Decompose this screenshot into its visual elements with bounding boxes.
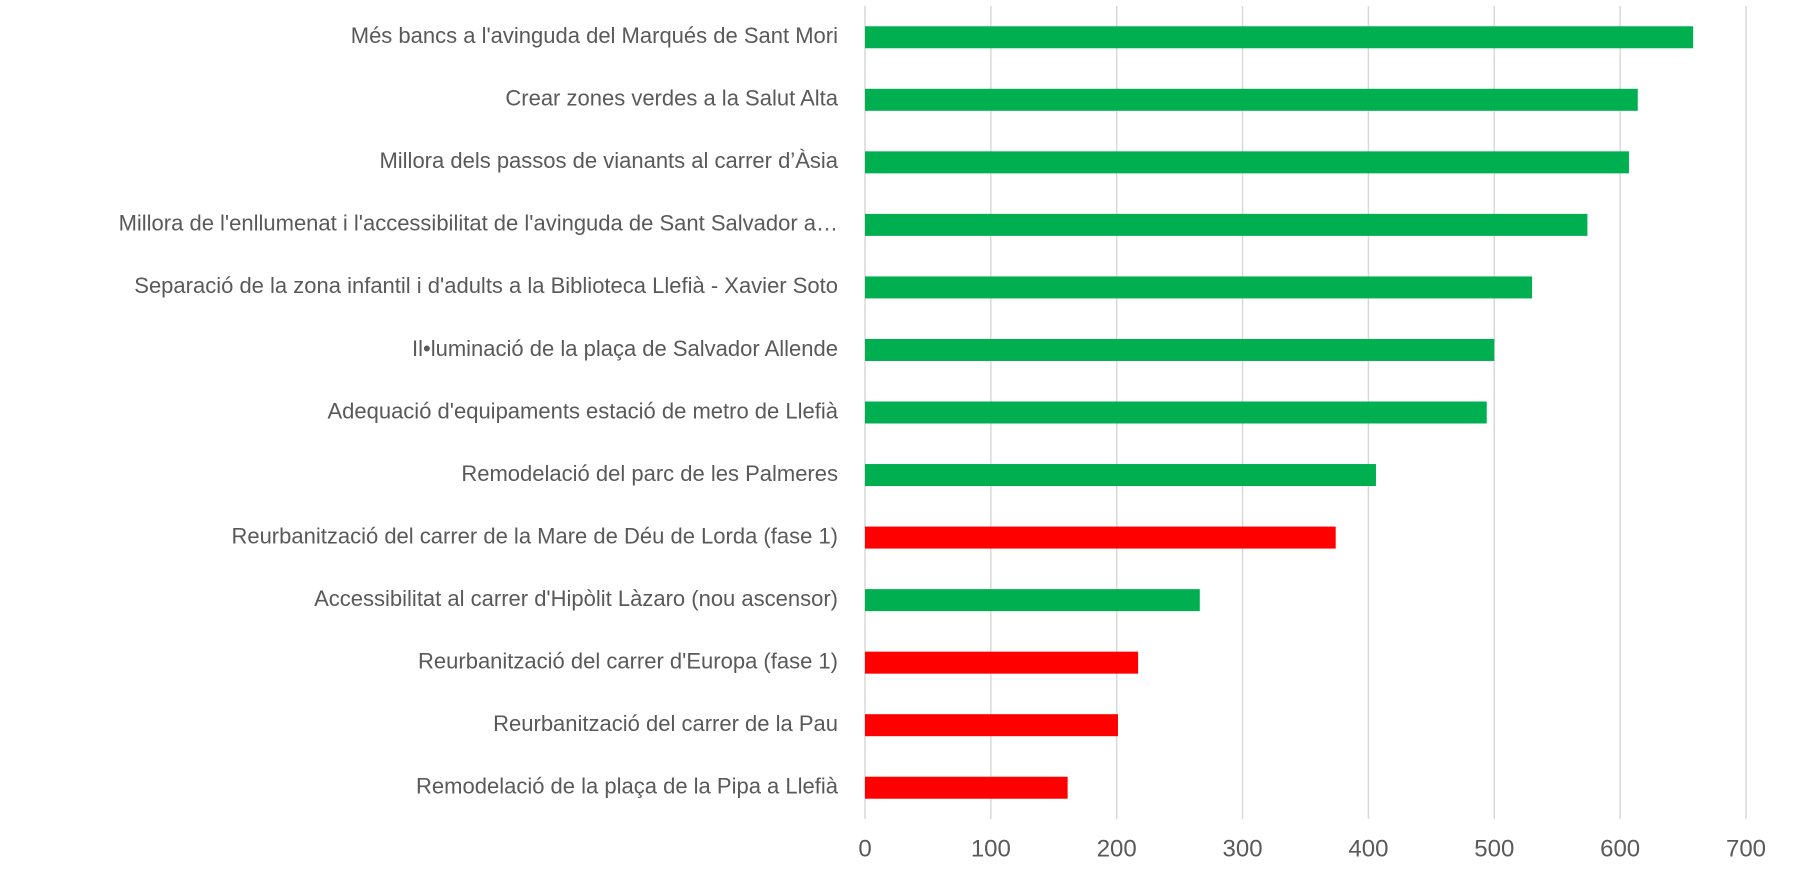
bar — [865, 589, 1200, 612]
y-tick-label: Reurbanització del carrer d'Europa (fase… — [418, 648, 838, 673]
y-tick-label: Reurbanització del carrer de la Pau — [493, 711, 838, 736]
x-tick-label: 700 — [1726, 835, 1766, 862]
y-tick-label: Millora dels passos de vianants al carre… — [379, 148, 838, 173]
x-tick-label: 0 — [858, 835, 871, 862]
bar — [865, 651, 1139, 674]
y-tick-label: Remodelació de la plaça de la Pipa a Lle… — [416, 774, 839, 799]
bar — [865, 213, 1588, 236]
bar — [865, 526, 1336, 549]
bar — [865, 401, 1487, 424]
bar — [865, 276, 1533, 299]
y-tick-label: Millora de l'enllumenat i l'accessibilit… — [119, 211, 838, 236]
bar — [865, 338, 1495, 361]
x-tick-label: 600 — [1600, 835, 1640, 862]
bar — [865, 88, 1638, 111]
x-tick-label: 300 — [1223, 835, 1263, 862]
y-tick-label: Adequació d'equipaments estació de metro… — [327, 398, 838, 423]
x-tick-label: 400 — [1348, 835, 1388, 862]
bar — [865, 714, 1118, 737]
y-tick-label: Il•luminació de la plaça de Salvador All… — [412, 336, 838, 361]
y-tick-label: Crear zones verdes a la Salut Alta — [505, 86, 838, 111]
bar — [865, 26, 1694, 49]
y-tick-label: Separació de la zona infantil i d'adults… — [134, 273, 838, 298]
x-tick-label: 500 — [1474, 835, 1514, 862]
y-tick-label: Remodelació del parc de les Palmeres — [461, 461, 838, 486]
x-tick-label: 100 — [971, 835, 1011, 862]
y-tick-label: Reurbanització del carrer de la Mare de … — [231, 523, 838, 548]
bar — [865, 151, 1629, 174]
bar — [865, 464, 1376, 487]
x-tick-label: 200 — [1097, 835, 1137, 862]
bar — [865, 776, 1068, 799]
y-tick-label: Accessibilitat al carrer d'Hipòlit Làzar… — [314, 586, 838, 611]
y-tick-label: Més bancs a l'avinguda del Marqués de Sa… — [351, 23, 838, 48]
